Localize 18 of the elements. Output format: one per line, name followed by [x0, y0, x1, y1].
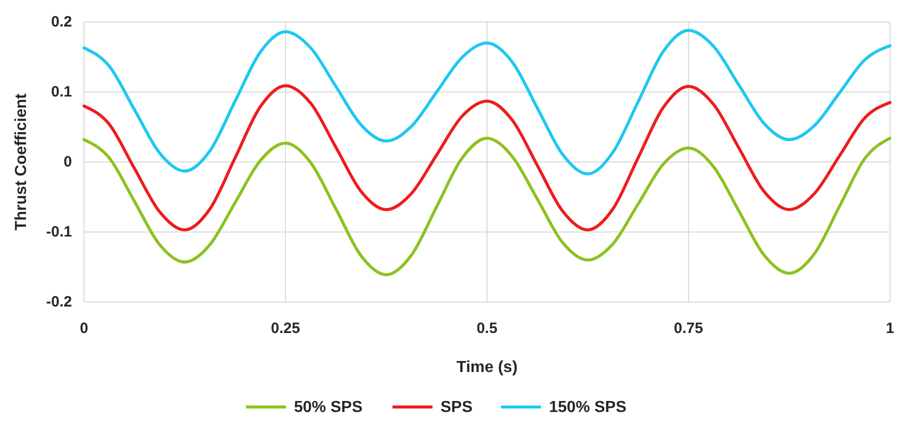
y-tick-label: 0: [64, 154, 72, 170]
y-tick-label: -0.2: [46, 294, 72, 310]
legend-label: 50% SPS: [294, 399, 363, 416]
x-tick-label: 1: [886, 320, 894, 337]
x-tick-label: 0: [80, 320, 88, 337]
x-tick-label: 0.75: [674, 320, 704, 337]
legend-label: 150% SPS: [549, 399, 627, 416]
y-axis-title: Thrust Coefficient: [13, 92, 30, 230]
y-tick-label: 0.1: [51, 84, 72, 100]
line-series: [82, 84, 892, 232]
legend-label: SPS: [440, 399, 473, 416]
y-tick-label: -0.1: [46, 224, 72, 240]
line-series: [82, 28, 892, 176]
x-axis-title: Time (s): [456, 359, 518, 376]
y-tick-label: 0.2: [51, 14, 72, 30]
line-series: [82, 136, 892, 276]
x-tick-label: 0.5: [476, 320, 498, 337]
x-tick-label: 0.25: [270, 320, 300, 337]
